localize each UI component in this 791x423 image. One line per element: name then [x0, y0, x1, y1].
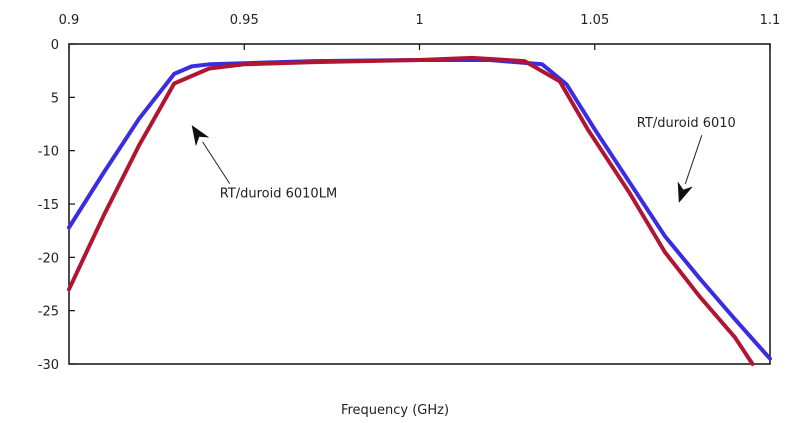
y-tick-label: -15 — [38, 198, 59, 213]
annotation-arrow-shaft — [684, 135, 703, 185]
y-tick-label: -10 — [38, 145, 59, 160]
y-tick-group: 0 5 -10 -15 -20 -25 -30 — [38, 38, 75, 373]
x-tick-label: 1.1 — [760, 13, 781, 28]
annotation-label: RT/duroid 6010LM — [220, 187, 337, 202]
x-tick-group: 0.9 0.95 1 1.05 1.1 — [59, 13, 781, 50]
annotation-layer: RT/duroid 6010LM RT/duroid 6010 — [191, 116, 736, 203]
y-tick-label: 0 — [51, 38, 59, 53]
x-tick-label: 0.9 — [59, 13, 80, 28]
x-tick-label: 1.05 — [580, 13, 609, 28]
y-tick-label: 5 — [51, 91, 59, 106]
annotation-label: RT/duroid 6010 — [637, 116, 736, 131]
y-tick-label: -25 — [38, 305, 59, 320]
y-tick-label: -20 — [38, 251, 59, 266]
y-tick-label: -30 — [38, 358, 59, 373]
x-tick-label: 1 — [415, 13, 423, 28]
x-axis-title: Frequency (GHz) — [341, 403, 449, 418]
plot-area-frame — [68, 43, 771, 365]
series-line-rt-duroid-6010lm — [67, 55, 755, 366]
series-line-rt-duroid-6010 — [67, 58, 772, 361]
x-tick-label: 0.95 — [230, 13, 259, 28]
annotation-arrow-head — [677, 181, 693, 203]
annotation-arrow-head — [191, 125, 210, 147]
series-layer — [67, 55, 772, 366]
annotation-arrow-shaft — [202, 141, 231, 184]
